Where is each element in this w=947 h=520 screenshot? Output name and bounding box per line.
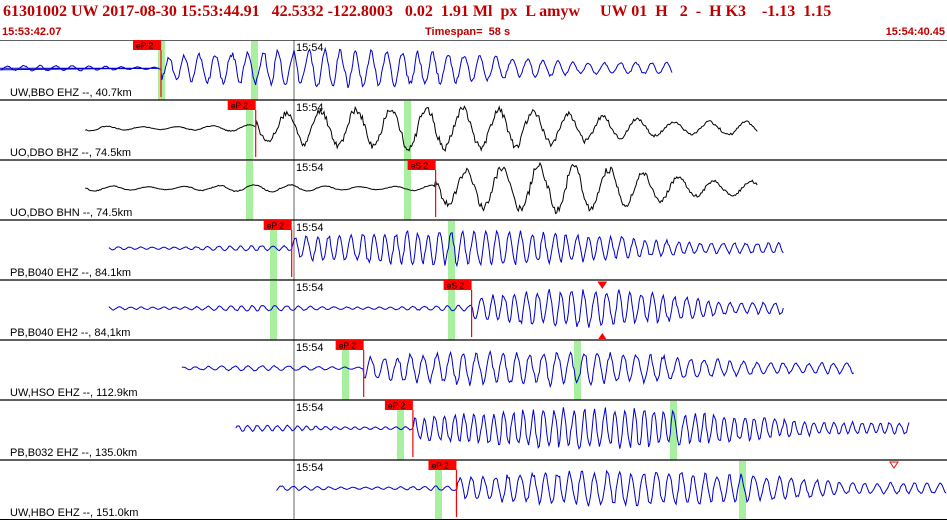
minute-label: 15:54 <box>296 462 324 474</box>
pick-window <box>435 461 442 520</box>
pick-window <box>270 281 277 340</box>
waveform <box>85 161 758 215</box>
pick-window <box>251 41 258 100</box>
pick-window <box>270 221 277 280</box>
start-time: 15:53:42.07 <box>2 26 62 38</box>
seismogram-panel[interactable]: 15:54 eP 2 UW,BBO EHZ --, 40.7km 15:54 eP 2 U… <box>0 40 947 520</box>
minute-label: 15:54 <box>296 42 324 54</box>
time-bar: 15:53:42.07 Timespan= 58 s 15:54:40.45 <box>0 26 947 39</box>
trace-row[interactable]: 15:54 eP 2 PB,B040 EHZ --, 84.1km <box>0 219 947 280</box>
pick-window <box>397 401 404 460</box>
amp-marker-icon <box>598 333 607 339</box>
trace-row[interactable]: 15:54 eS 2 PB,B040 EH2 --, 84,1km <box>0 279 947 340</box>
pick-window <box>448 221 455 280</box>
pick-label: eP 2 <box>231 101 249 111</box>
trace-row[interactable]: 15:54 eP 2 UW,HSO EHZ --, 112.9km <box>0 339 947 400</box>
waveform <box>235 407 910 450</box>
waveform <box>85 105 758 153</box>
pick-flag[interactable]: eP 2 <box>132 40 161 51</box>
trace-row[interactable]: 15:54 eP 2 UW,BBO EHZ --, 40.7km <box>0 40 947 100</box>
station-label: UO,DBO BHN --, 74.5km <box>10 207 132 219</box>
event-header: 61301002 UW 2017-08-30 15:53:44.91 42.53… <box>0 0 947 40</box>
waveform <box>108 289 784 328</box>
pick-flag[interactable]: eP 2 <box>263 220 292 231</box>
trace-row[interactable]: 15:54 eP 2 UO,DBO BHZ --, 74.5km <box>0 99 947 160</box>
minute-label: 15:54 <box>296 102 324 114</box>
pick-flag[interactable]: eP 2 <box>335 340 364 351</box>
pick-label: eS 2 <box>447 281 465 291</box>
minute-label: 15:54 <box>296 402 324 414</box>
pick-flag[interactable]: eP 2 <box>384 400 413 411</box>
timespan-label: Timespan= 58 s <box>425 26 511 38</box>
event-summary: 61301002 UW 2017-08-30 15:53:44.91 42.53… <box>3 3 832 20</box>
station-label: UW,HBO EHZ --, 151.0km <box>10 507 138 519</box>
station-label: PB,B040 EH2 --, 84,1km <box>10 327 130 339</box>
pick-window <box>246 161 253 220</box>
trace-row[interactable]: 15:54 eS 2 UO,DBO BHN --, 74.5km <box>0 159 947 220</box>
trace-row[interactable]: 15:54 eP 2 UW,HBO EHZ --, 151.0km <box>0 459 947 520</box>
minute-label: 15:54 <box>296 222 324 234</box>
pick-label: eP 2 <box>388 401 406 411</box>
minute-label: 15:54 <box>296 342 324 354</box>
pick-window <box>404 101 411 160</box>
station-label: PB,B032 EHZ --, 135.0km <box>10 447 137 459</box>
pick-label: eP 2 <box>136 41 154 51</box>
amp-marker-icon <box>597 281 608 289</box>
pick-window <box>246 101 253 160</box>
pick-window <box>739 461 746 520</box>
minute-label: 15:54 <box>296 162 324 174</box>
minute-label: 15:54 <box>296 282 324 294</box>
station-label: UW,BBO EHZ --, 40.7km <box>10 87 132 99</box>
station-label: PB,B040 EHZ --, 84.1km <box>10 267 131 279</box>
trace-canvas[interactable]: 15:54 eP 2 UW,BBO EHZ --, 40.7km 15:54 eP 2 U… <box>0 40 947 520</box>
pick-window <box>342 341 349 400</box>
end-time: 15:54:40.45 <box>885 26 945 38</box>
pick-flag[interactable]: eS 2 <box>443 280 472 291</box>
waveform <box>181 349 855 389</box>
waveform <box>108 229 784 268</box>
pick-window <box>670 401 677 460</box>
pick-label: eP 2 <box>339 341 357 351</box>
trace-row[interactable]: 15:54 eP 2 PB,B032 EHZ --, 135.0km <box>0 399 947 460</box>
waveform <box>0 46 673 89</box>
pick-label: eS 2 <box>411 161 429 171</box>
pick-label: eP 2 <box>431 461 449 471</box>
amp-marker-icon <box>889 461 899 469</box>
station-label: UW,HSO EHZ --, 112.9km <box>10 387 138 399</box>
pick-label: eP 2 <box>267 221 285 231</box>
station-label: UO,DBO BHZ --, 74.5km <box>10 147 131 159</box>
pick-flag[interactable]: eP 2 <box>428 460 457 471</box>
pick-window <box>574 341 581 400</box>
pick-window <box>404 161 411 220</box>
pick-flag[interactable]: eS 2 <box>407 160 436 171</box>
pick-flag[interactable]: eP 2 <box>227 100 256 111</box>
waveform <box>276 469 947 508</box>
